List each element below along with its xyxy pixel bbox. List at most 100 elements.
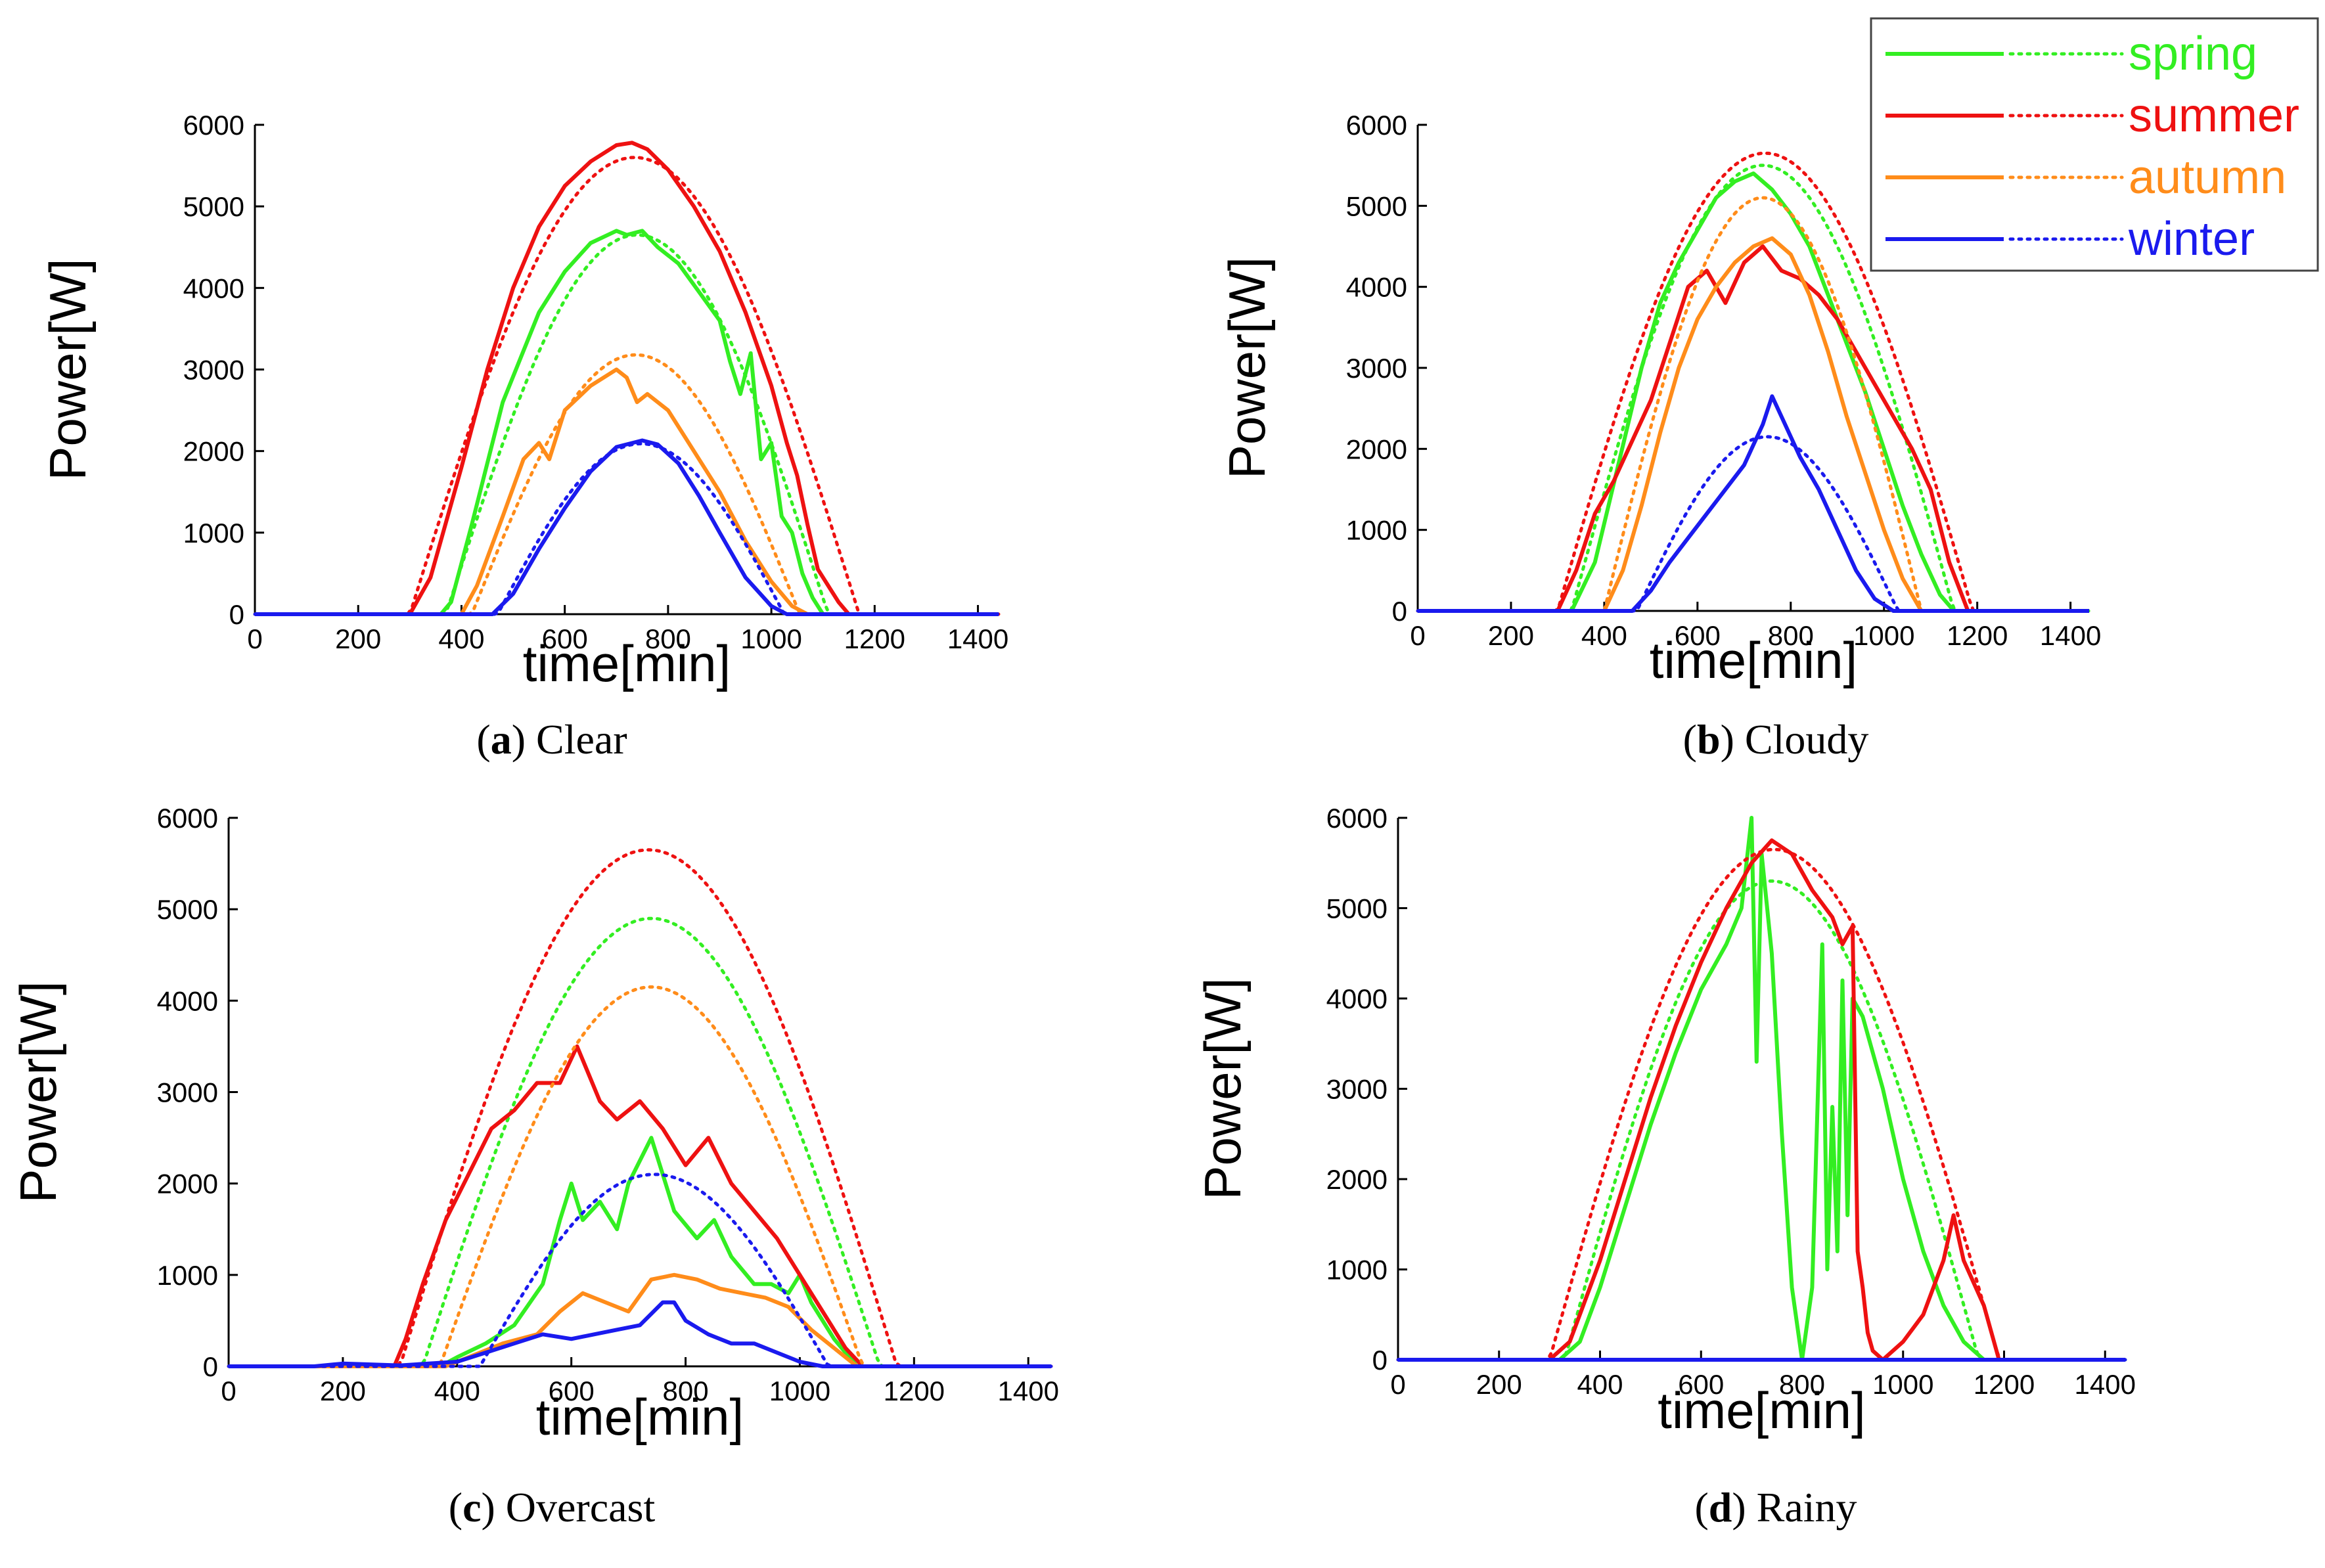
y-tick-label: 2000 bbox=[157, 1169, 218, 1199]
caption: (d) Rainy bbox=[1694, 1484, 1857, 1531]
series-summer-expected bbox=[253, 156, 1001, 616]
x-tick-label: 200 bbox=[335, 623, 381, 654]
caption-letter: c bbox=[463, 1484, 481, 1531]
legend-label-autumn: autumn bbox=[2129, 151, 2286, 204]
series-winter-measured bbox=[229, 1300, 1051, 1368]
x-tick-label: 200 bbox=[1488, 620, 1534, 651]
y-tick-label: 5000 bbox=[157, 894, 218, 925]
y-tick-label: 5000 bbox=[183, 191, 244, 222]
y-tick-label: 1000 bbox=[157, 1260, 218, 1291]
x-tick-label: 1000 bbox=[769, 1376, 830, 1406]
chart-a: 0 1000 2000 3000 4000 5000 6000 0 200 400 600 800 10… bbox=[39, 110, 1008, 763]
y-tick-label: 6000 bbox=[157, 803, 218, 834]
x-tick-label: 800 bbox=[663, 1376, 709, 1406]
y-tick-label: 0 bbox=[203, 1351, 218, 1382]
x-axis-label: time[min] bbox=[523, 635, 731, 692]
x-tick-label: 800 bbox=[1768, 620, 1814, 651]
caption: (b) Cloudy bbox=[1683, 716, 1869, 763]
x-tick-label: 200 bbox=[1476, 1369, 1522, 1400]
series-spring-measured bbox=[1398, 816, 2125, 1362]
series-summer-measured bbox=[1418, 244, 2089, 613]
x-tick-label: 1200 bbox=[844, 623, 905, 654]
caption-letter: a bbox=[491, 716, 512, 763]
series-winter-expected bbox=[227, 1173, 1053, 1368]
caption-letter: d bbox=[1709, 1484, 1732, 1531]
y-tick-label: 3000 bbox=[157, 1077, 218, 1108]
y-axis-label: Power[W] bbox=[39, 258, 97, 480]
x-tick-label: 800 bbox=[1779, 1369, 1825, 1400]
y-axis-label: Power[W] bbox=[9, 981, 67, 1203]
x-axis-label: time[min] bbox=[1658, 1381, 1865, 1439]
series-spring-expected bbox=[253, 233, 1001, 616]
series-autumn-expected bbox=[253, 353, 1001, 616]
y-axis-label: Power[W] bbox=[1218, 257, 1276, 479]
x-tick-label: 400 bbox=[434, 1376, 480, 1406]
series-summer-measured bbox=[1398, 838, 2125, 1362]
y-tick-label: 0 bbox=[1392, 596, 1407, 627]
series-winter-expected bbox=[253, 441, 1001, 616]
x-tick-label: 1400 bbox=[2040, 620, 2101, 651]
series-spring-measured bbox=[229, 1136, 1051, 1368]
x-tick-label: 400 bbox=[1581, 620, 1627, 651]
legend-label-winter: winter bbox=[2128, 213, 2255, 265]
x-tick-label: 1400 bbox=[2075, 1369, 2136, 1400]
y-tick-label: 2000 bbox=[1346, 434, 1407, 464]
series-winter-expected bbox=[1416, 435, 2091, 613]
x-tick-label: 0 bbox=[1410, 620, 1425, 651]
y-tick-label: 2000 bbox=[183, 436, 244, 467]
chart-d: 0 1000 2000 3000 4000 5000 6000 0 200 400 600 800 10… bbox=[1194, 803, 2136, 1531]
series-spring-measured bbox=[255, 229, 999, 616]
series-spring-measured bbox=[1418, 171, 2089, 613]
legend-box bbox=[1870, 17, 2319, 272]
y-tick-label: 2000 bbox=[1326, 1164, 1388, 1195]
x-tick-label: 1200 bbox=[1947, 620, 2008, 651]
series-summer-measured bbox=[229, 1044, 1051, 1368]
series-summer-expected bbox=[227, 848, 1053, 1368]
y-tick-label: 1000 bbox=[183, 518, 244, 549]
series-summer-measured bbox=[255, 141, 999, 616]
y-tick-label: 6000 bbox=[1326, 803, 1388, 834]
series-autumn-measured bbox=[1418, 236, 2089, 613]
legend-label-spring: spring bbox=[2129, 28, 2257, 80]
y-tick-label: 5000 bbox=[1326, 893, 1388, 924]
y-tick-label: 6000 bbox=[1346, 110, 1407, 141]
caption: (c) Overcast bbox=[449, 1484, 656, 1531]
caption-letter: b bbox=[1697, 716, 1721, 763]
x-tick-label: 1000 bbox=[1872, 1369, 1933, 1400]
series-spring-expected bbox=[1396, 879, 2127, 1362]
y-tick-label: 0 bbox=[1372, 1345, 1388, 1376]
x-tick-label: 200 bbox=[320, 1376, 366, 1406]
series-winter-measured bbox=[255, 438, 999, 616]
x-tick-label: 1000 bbox=[740, 623, 801, 654]
x-tick-label: 400 bbox=[438, 623, 484, 654]
x-tick-label: 0 bbox=[221, 1376, 236, 1406]
x-tick-label: 1200 bbox=[1974, 1369, 2035, 1400]
x-tick-label: 0 bbox=[247, 623, 262, 654]
y-tick-label: 1000 bbox=[1346, 515, 1407, 546]
x-tick-label: 1200 bbox=[884, 1376, 945, 1406]
caption: (a) Clear bbox=[476, 716, 627, 763]
series-autumn-measured bbox=[255, 367, 999, 616]
series-spring-expected bbox=[227, 916, 1053, 1368]
legend: spring summer autumn winter bbox=[1870, 17, 2319, 272]
y-tick-label: 1000 bbox=[1326, 1255, 1388, 1286]
chart-b: 0 1000 2000 3000 4000 5000 6000 0 200 400 600 800 10… bbox=[1218, 110, 2101, 763]
y-tick-label: 4000 bbox=[157, 985, 218, 1016]
chart-c: 0 1000 2000 3000 4000 5000 6000 0 200 400 600 800 10… bbox=[9, 803, 1059, 1531]
series-autumn-measured bbox=[229, 1272, 1051, 1368]
y-tick-label: 3000 bbox=[1346, 353, 1407, 384]
y-axis-label: Power[W] bbox=[1194, 977, 1252, 1199]
x-axis-label: time[min] bbox=[1650, 631, 1857, 689]
y-tick-label: 4000 bbox=[183, 273, 244, 303]
x-tick-label: 600 bbox=[549, 1376, 595, 1406]
x-axis-label: time[min] bbox=[536, 1388, 744, 1446]
y-tick-label: 5000 bbox=[1346, 190, 1407, 221]
x-tick-label: 600 bbox=[1678, 1369, 1724, 1400]
y-tick-label: 6000 bbox=[183, 110, 244, 141]
y-tick-label: 3000 bbox=[1326, 1074, 1388, 1105]
x-tick-label: 0 bbox=[1390, 1369, 1405, 1400]
x-tick-label: 600 bbox=[1675, 620, 1721, 651]
series-winter-measured bbox=[1418, 394, 2089, 613]
x-tick-label: 1400 bbox=[998, 1376, 1059, 1406]
